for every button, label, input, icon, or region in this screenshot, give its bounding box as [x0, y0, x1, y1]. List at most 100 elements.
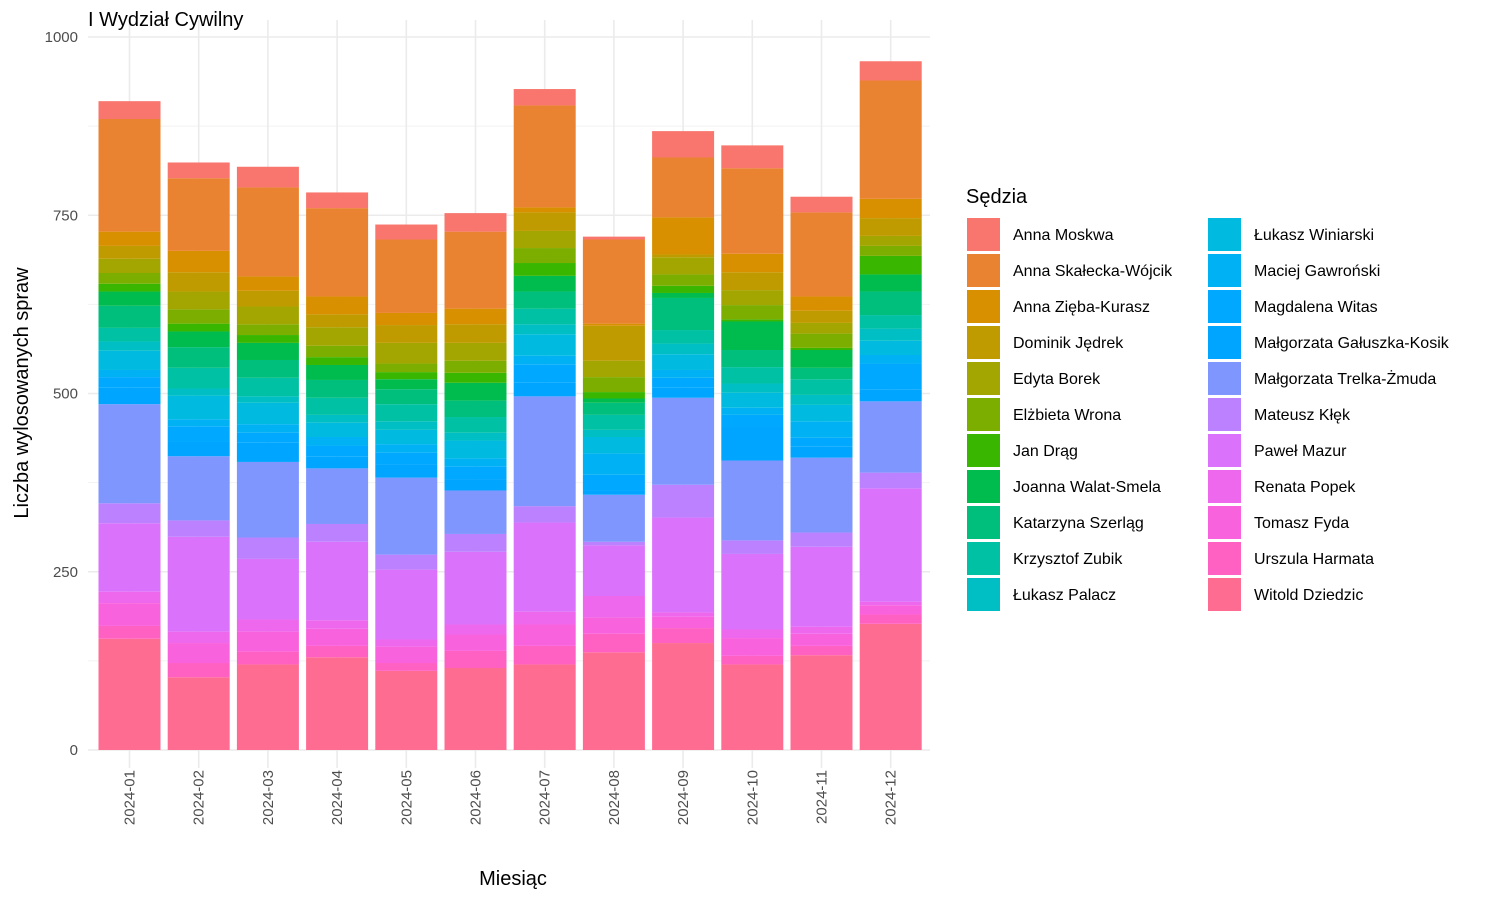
bar-segment-2024-12-joanna-walat-smela: [859, 274, 922, 292]
bar-segment-2024-05-anna-moskwa: [375, 224, 438, 240]
bar-segment-2024-12-małgorzata-gałuszka-kosik: [859, 389, 922, 402]
bar-segment-2024-10-małgorzata-trelka-żmuda: [721, 460, 784, 541]
bar-segment-2024-07-joanna-walat-smela: [513, 275, 576, 292]
bar-segment-2024-02-paweł-mazur: [167, 536, 230, 632]
bar-segment-2024-10-łukasz-palacz: [721, 383, 784, 393]
bar-segment-2024-08-katarzyna-szerląg: [582, 402, 645, 415]
bar-segment-2024-08-małgorzata-trelka-żmuda: [582, 494, 645, 542]
bar-segment-2024-05-krzysztof-zubik: [375, 404, 438, 422]
y-tick-label: 750: [53, 207, 78, 224]
bar-segment-2024-09-małgorzata-gałuszka-kosik: [652, 387, 715, 398]
legend-key: [1208, 218, 1241, 251]
bar-segment-2024-11-paweł-mazur: [790, 546, 853, 627]
bar-segment-2024-04-anna-skałecka-wójcik: [306, 208, 369, 297]
bar-segment-2024-10-joanna-walat-smela: [721, 321, 784, 351]
bar-segment-2024-04-renata-popek: [306, 620, 369, 629]
bar-segment-2024-10-edyta-borek: [721, 290, 784, 306]
bar-segment-2024-05-anna-zięba-kurasz: [375, 312, 438, 326]
bar-segment-2024-05-edyta-borek: [375, 342, 438, 364]
bar-segment-2024-01-edyta-borek: [98, 258, 161, 274]
bar-segment-2024-05-renata-popek: [375, 639, 438, 647]
chart-title: I Wydział Cywilny: [88, 9, 243, 31]
bar-segment-2024-06-paweł-mazur: [444, 551, 507, 625]
bar-segment-2024-10-magdalena-witas: [721, 414, 784, 428]
bar-segment-2024-05-łukasz-winiarski: [375, 429, 438, 445]
bar-segment-2024-03-maciej-gawroński: [236, 424, 299, 433]
y-axis-title: Liczba wylosowanych spraw: [11, 267, 33, 519]
legend-key: [1208, 290, 1241, 323]
bar-segment-2024-08-paweł-mazur: [582, 545, 645, 596]
bar-segment-2024-08-renata-popek: [582, 595, 645, 618]
bar-segment-2024-10-anna-zięba-kurasz: [721, 253, 784, 273]
bar-segment-2024-07-elżbieta-wrona: [513, 248, 576, 264]
legend-label: Elżbieta Wrona: [1013, 407, 1121, 424]
bar-segment-2024-06-witold-dziedzic: [444, 668, 507, 750]
bar-segment-2024-09-paweł-mazur: [652, 517, 715, 613]
bar-segment-2024-11-elżbieta-wrona: [790, 333, 853, 348]
bar-segment-2024-03-renata-popek: [236, 619, 299, 632]
bar-segment-2024-08-małgorzata-gałuszka-kosik: [582, 490, 645, 495]
legend-key: [967, 290, 1000, 323]
x-tick-label: 2024-09: [675, 770, 692, 825]
legend-key: [1208, 542, 1241, 575]
bar-segment-2024-05-joanna-walat-smela: [375, 379, 438, 390]
legend-label: Joanna Walat-Smela: [1013, 479, 1161, 496]
bar-segment-2024-09-małgorzata-trelka-żmuda: [652, 397, 715, 485]
bar-segment-2024-06-urszula-harmata: [444, 650, 507, 669]
legend-key: [967, 470, 1000, 503]
x-tick-label: 2024-07: [537, 770, 554, 825]
legend-label: Jan Drąg: [1013, 443, 1078, 460]
bar-segment-2024-03-joanna-walat-smela: [236, 342, 299, 360]
bar-segment-2024-11-edyta-borek: [790, 322, 853, 334]
legend-label: Witold Dziedzic: [1254, 587, 1363, 604]
bar-segment-2024-12-tomasz-fyda: [859, 605, 922, 615]
x-tick-label: 2024-06: [468, 770, 485, 825]
bar-segment-2024-02-anna-zięba-kurasz: [167, 250, 230, 273]
bar-segment-2024-09-łukasz-palacz: [652, 343, 715, 355]
bar-segment-2024-12-anna-skałecka-wójcik: [859, 80, 922, 199]
bar-segment-2024-09-łukasz-winiarski: [652, 354, 715, 370]
bar-segment-2024-10-tomasz-fyda: [721, 638, 784, 656]
bar-segment-2024-10-łukasz-winiarski: [721, 392, 784, 408]
bar-segment-2024-05-dominik-jędrek: [375, 325, 438, 343]
legend-title: Sędzia: [966, 186, 1028, 208]
legend-key: [967, 398, 1000, 431]
bar-segment-2024-04-tomasz-fyda: [306, 628, 369, 646]
legend-key: [1208, 398, 1241, 431]
bar-segment-2024-06-anna-zięba-kurasz: [444, 308, 507, 325]
bar-segment-2024-08-witold-dziedzic: [582, 652, 645, 750]
bar-segment-2024-12-witold-dziedzic: [859, 623, 922, 750]
bar-segment-2024-05-magdalena-witas: [375, 452, 438, 465]
bar-segment-2024-03-anna-zięba-kurasz: [236, 276, 299, 291]
x-tick-label: 2024-04: [329, 770, 346, 825]
legend-label: Tomasz Fyda: [1254, 515, 1349, 532]
bar-segment-2024-08-mateusz-kłęk: [582, 541, 645, 546]
bar-segment-2024-05-maciej-gawroński: [375, 444, 438, 453]
bar-segment-2024-01-mateusz-kłęk: [98, 503, 161, 524]
bar-segment-2024-07-dominik-jędrek: [513, 212, 576, 231]
bar-segment-2024-04-witold-dziedzic: [306, 657, 369, 750]
bar-segment-2024-02-krzysztof-zubik: [167, 367, 230, 389]
bar-segment-2024-10-krzysztof-zubik: [721, 367, 784, 384]
bar-segment-2024-06-katarzyna-szerląg: [444, 400, 507, 418]
bar-segment-2024-01-łukasz-winiarski: [98, 350, 161, 370]
bar-segment-2024-09-elżbieta-wrona: [652, 274, 715, 286]
bar-segment-2024-03-anna-moskwa: [236, 166, 299, 188]
bar-segment-2024-07-urszula-harmata: [513, 645, 576, 665]
bar-segment-2024-09-anna-skałecka-wójcik: [652, 157, 715, 218]
legend-key: [1208, 470, 1241, 503]
bar-segment-2024-09-maciej-gawroński: [652, 369, 715, 378]
bar-segment-2024-04-łukasz-palacz: [306, 414, 369, 423]
bar-segment-2024-04-elżbieta-wrona: [306, 345, 369, 358]
bar-segment-2024-07-małgorzata-gałuszka-kosik: [513, 382, 576, 397]
bar-segment-2024-04-małgorzata-trelka-żmuda: [306, 468, 369, 524]
bar-segment-2024-07-krzysztof-zubik: [513, 308, 576, 325]
bar-segment-2024-02-elżbieta-wrona: [167, 309, 230, 324]
bar-segment-2024-06-renata-popek: [444, 624, 507, 635]
bar-segment-2024-11-anna-skałecka-wójcik: [790, 212, 853, 297]
bar-segment-2024-10-urszula-harmata: [721, 655, 784, 665]
legend-label: Katarzyna Szerląg: [1013, 515, 1144, 532]
bar-segment-2024-08-anna-moskwa: [582, 236, 645, 240]
bar-segment-2024-09-krzysztof-zubik: [652, 330, 715, 344]
